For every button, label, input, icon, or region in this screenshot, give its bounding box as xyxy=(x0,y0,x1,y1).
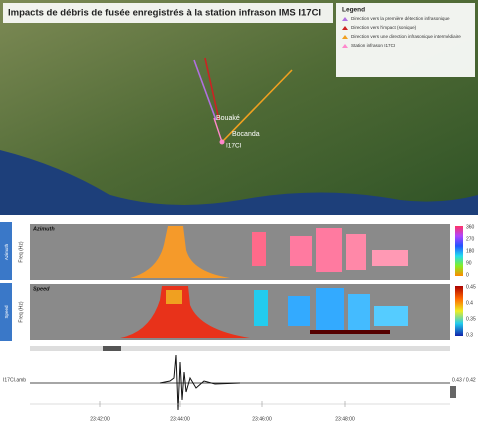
station-marker xyxy=(219,139,225,145)
legend-marker xyxy=(342,17,348,21)
legend-item: Station infrason I17CI xyxy=(351,43,395,48)
station-label: I17CI.amb xyxy=(3,377,26,383)
colorbar-tick-label: 180 xyxy=(466,248,475,254)
detection-blob xyxy=(374,306,408,326)
panel-tab xyxy=(0,283,12,341)
time-label: 23:48:00 xyxy=(335,416,355,422)
colorbar-tick-label: 0.4 xyxy=(466,300,473,306)
detection-blob xyxy=(130,226,230,278)
detection-blob xyxy=(254,290,268,326)
legend-title: Legend xyxy=(342,7,365,14)
direction-impact xyxy=(204,57,220,121)
panel-tab-label: Speed xyxy=(4,305,9,319)
y-axis-label: Freq (Hz) xyxy=(18,241,24,262)
legend-item: Direction vers l'impact (sonique) xyxy=(351,25,417,30)
colorbar-tick-label: 360 xyxy=(466,224,475,230)
title-box xyxy=(3,3,333,23)
colorbar-tick-label: 270 xyxy=(466,236,475,242)
map-label: I17CI xyxy=(226,143,242,150)
colorbar-tick-label: 0.3 xyxy=(466,332,473,338)
detection-blob xyxy=(348,294,370,332)
legend-marker xyxy=(342,44,348,48)
legend-item: Direction vers une direction infrasoniqu… xyxy=(351,34,461,39)
legend: Direction vers la première détection inf… xyxy=(342,16,461,48)
amplitude-bar xyxy=(450,386,456,398)
detection-blob xyxy=(346,234,366,270)
detection-blob xyxy=(310,330,390,334)
colorbar-tick-label: 0.45 xyxy=(466,284,476,290)
detection-blob xyxy=(290,236,312,266)
time-label: 23:46:00 xyxy=(252,416,272,422)
amplitude-label: 0.43 / 0.42 xyxy=(452,377,476,383)
colorbar-tick-label: 0.35 xyxy=(466,316,476,322)
panel-label: Speed xyxy=(33,286,50,292)
colorbar xyxy=(455,286,463,336)
panel-tab xyxy=(0,222,12,280)
panels: Azimuth Freq (Hz) Azimuth 360 270 180 90 0 Speed… xyxy=(0,222,476,341)
scroll-track xyxy=(30,346,450,351)
legend-marker xyxy=(342,26,348,30)
map-label: Bouaké xyxy=(216,115,240,122)
direction-link xyxy=(213,117,223,143)
detection-blob xyxy=(166,290,182,304)
legend-marker xyxy=(342,35,348,39)
detection-blob xyxy=(316,228,342,272)
legend-item: Direction vers la première détection inf… xyxy=(351,16,450,21)
colorbar xyxy=(455,226,463,276)
detection-blob xyxy=(252,232,266,266)
colorbar-tick-label: 90 xyxy=(466,260,472,266)
title: Impacts de débris de fusée enregistrés à… xyxy=(8,8,321,19)
detection-blob xyxy=(372,250,408,266)
detection-blob xyxy=(288,296,310,326)
direction-first xyxy=(193,59,217,121)
ocean xyxy=(0,150,478,215)
detection-blob xyxy=(316,288,344,332)
y-axis-label: Freq (Hz) xyxy=(18,301,24,322)
panel-tab-label: Azimuth xyxy=(4,243,9,260)
legend-box xyxy=(336,3,475,77)
detection-blob xyxy=(120,286,250,338)
waveform xyxy=(159,354,241,411)
time-label: 23:42:00 xyxy=(90,416,110,422)
direction-intermediate xyxy=(221,69,293,143)
colorbar-tick-label: 0 xyxy=(466,272,469,278)
time-label: 23:44:00 xyxy=(170,416,190,422)
scroll-thumb[interactable] xyxy=(103,346,121,351)
map-label: Bocanda xyxy=(232,131,260,138)
panel-label: Azimuth xyxy=(32,226,55,232)
